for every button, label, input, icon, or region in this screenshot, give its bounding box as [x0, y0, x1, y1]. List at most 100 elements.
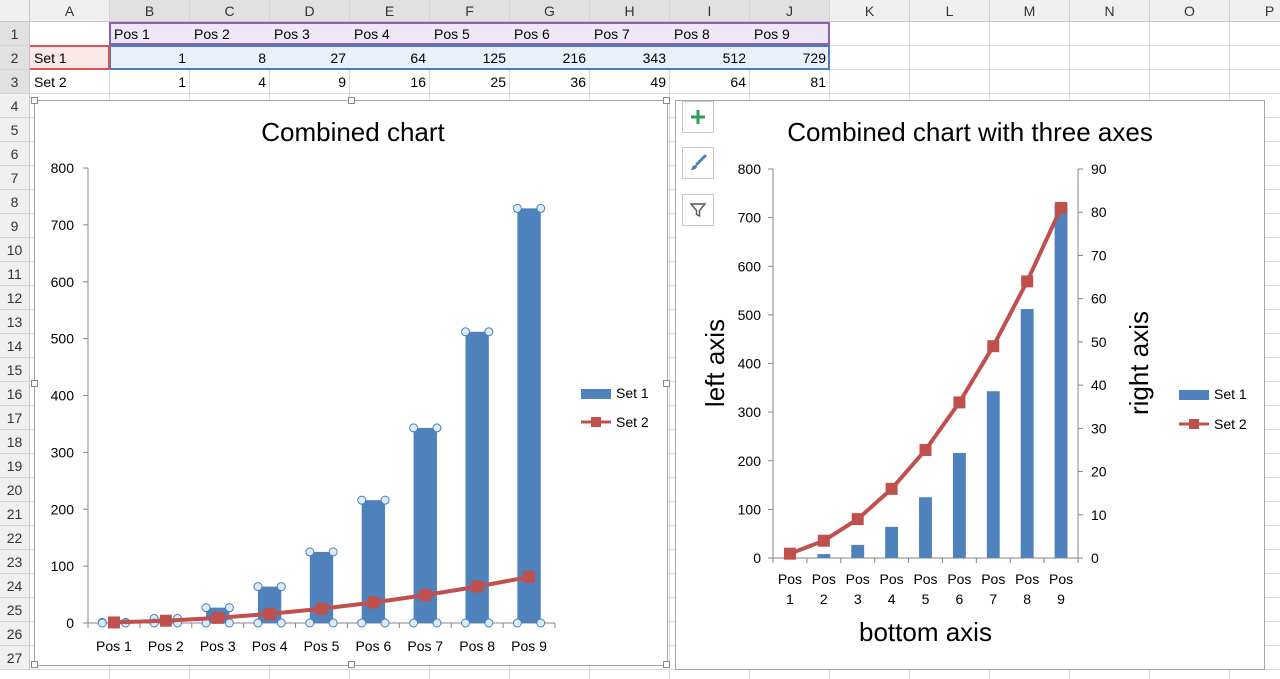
label-cell[interactable]: Pos 1	[114, 26, 150, 42]
row-header[interactable]: 9	[0, 214, 30, 238]
marker-set-2[interactable]	[987, 340, 1000, 353]
bar-selection-handle[interactable]	[409, 423, 419, 433]
row-header[interactable]: 23	[0, 550, 30, 574]
select-all-corner[interactable]	[0, 0, 30, 22]
chart-elements-button[interactable]	[682, 101, 714, 133]
bar-selection-handle[interactable]	[357, 495, 367, 505]
row-header[interactable]: 1	[0, 22, 30, 46]
bar-set-1[interactable]	[851, 544, 865, 558]
combined-chart[interactable]: Combined chart 0 100 200 300 400 500 600 700 800 P…	[34, 100, 668, 666]
resize-handle[interactable]	[663, 380, 670, 387]
bar-selection-handle[interactable]	[380, 618, 390, 628]
bar-set-1[interactable]	[885, 526, 899, 558]
marker-set-2[interactable]	[315, 602, 328, 615]
bar-selection-handle[interactable]	[97, 618, 107, 628]
bar-selection-handle[interactable]	[357, 618, 367, 628]
row-header[interactable]: 11	[0, 262, 30, 286]
bar-selection-handle[interactable]	[253, 582, 263, 592]
row-header[interactable]: 15	[0, 358, 30, 382]
bar-set-1[interactable]	[517, 208, 541, 623]
bar-selection-handle[interactable]	[201, 603, 211, 613]
bar-set-1[interactable]	[817, 554, 831, 558]
bar-set-1[interactable]	[919, 497, 932, 558]
row-header[interactable]: 22	[0, 526, 30, 550]
marker-set-2[interactable]	[263, 607, 276, 620]
row-header[interactable]: 12	[0, 286, 30, 310]
bar-selection-handle[interactable]	[536, 203, 546, 213]
row-header[interactable]: 18	[0, 430, 30, 454]
chart-filters-button[interactable]	[682, 194, 714, 226]
marker-set-2[interactable]	[885, 482, 898, 495]
row-header[interactable]: 20	[0, 478, 30, 502]
row-header[interactable]: 10	[0, 238, 30, 262]
row-header[interactable]: 6	[0, 142, 30, 166]
bar-selection-handle[interactable]	[512, 203, 522, 213]
label-cell[interactable]: Pos 6	[514, 26, 550, 42]
bar-set-1[interactable]	[413, 427, 437, 623]
value-cell[interactable]: 4	[258, 74, 266, 90]
bar-selection-handle[interactable]	[305, 618, 315, 628]
marker-set-2[interactable]	[1021, 275, 1034, 288]
bar-set-1[interactable]	[361, 500, 386, 623]
bar-selection-handle[interactable]	[224, 618, 234, 628]
value-cell[interactable]: 1	[178, 50, 186, 66]
label-cell[interactable]: Set 1	[34, 50, 67, 66]
bar-selection-handle[interactable]	[224, 603, 234, 613]
row-header[interactable]: 2	[0, 46, 30, 70]
bar-selection-handle[interactable]	[484, 327, 494, 337]
resize-handle[interactable]	[663, 661, 670, 668]
bar-selection-handle[interactable]	[460, 618, 470, 628]
label-cell[interactable]: Pos 4	[354, 26, 390, 42]
bar-set-1[interactable]	[465, 331, 489, 623]
bar-selection-handle[interactable]	[276, 582, 286, 592]
value-cell[interactable]: 36	[570, 74, 586, 90]
row-header[interactable]: 3	[0, 70, 30, 94]
resize-handle[interactable]	[348, 97, 355, 104]
row-header[interactable]: 21	[0, 502, 30, 526]
row-header[interactable]: 17	[0, 406, 30, 430]
bar-set-1[interactable]	[986, 391, 1000, 558]
value-cell[interactable]: 64	[410, 50, 426, 66]
bar-selection-handle[interactable]	[328, 547, 338, 557]
column-header[interactable]: N	[1070, 0, 1150, 22]
column-header[interactable]: J	[750, 0, 830, 22]
marker-set-2[interactable]	[953, 396, 966, 409]
resize-handle[interactable]	[31, 661, 38, 668]
bar-selection-handle[interactable]	[305, 547, 315, 557]
label-cell[interactable]: Pos 8	[674, 26, 710, 42]
column-header[interactable]: P	[1230, 0, 1280, 22]
bar-selection-handle[interactable]	[512, 618, 522, 628]
row-header[interactable]: 19	[0, 454, 30, 478]
marker-set-2[interactable]	[523, 570, 536, 583]
bar-selection-handle[interactable]	[432, 423, 442, 433]
column-header[interactable]: C	[190, 0, 270, 22]
bar-set-1[interactable]	[952, 452, 966, 558]
bar-set-1[interactable]	[1054, 203, 1068, 558]
marker-set-2[interactable]	[419, 589, 432, 602]
row-header[interactable]: 14	[0, 334, 30, 358]
row-header[interactable]: 4	[0, 94, 30, 118]
value-cell[interactable]: 343	[642, 50, 666, 66]
value-cell[interactable]: 16	[410, 74, 426, 90]
label-cell[interactable]: Set 2	[34, 74, 67, 90]
value-cell[interactable]: 27	[330, 50, 346, 66]
column-header[interactable]: L	[910, 0, 990, 22]
marker-set-2[interactable]	[471, 580, 484, 593]
bar-selection-handle[interactable]	[380, 495, 390, 505]
row-header[interactable]: 13	[0, 310, 30, 334]
label-cell[interactable]: Pos 2	[194, 26, 230, 42]
marker-set-2[interactable]	[367, 596, 380, 609]
bar-selection-handle[interactable]	[409, 618, 419, 628]
bar-selection-handle[interactable]	[536, 618, 546, 628]
label-cell[interactable]: Pos 3	[274, 26, 310, 42]
value-cell[interactable]: 81	[810, 74, 826, 90]
value-cell[interactable]: 9	[338, 74, 346, 90]
marker-set-2[interactable]	[851, 513, 864, 526]
column-header[interactable]: F	[430, 0, 510, 22]
chart-styles-button[interactable]	[682, 147, 714, 179]
bar-set-1[interactable]	[1020, 309, 1034, 558]
marker-set-2[interactable]	[107, 616, 120, 629]
value-cell[interactable]: 25	[490, 74, 506, 90]
row-header[interactable]: 16	[0, 382, 30, 406]
